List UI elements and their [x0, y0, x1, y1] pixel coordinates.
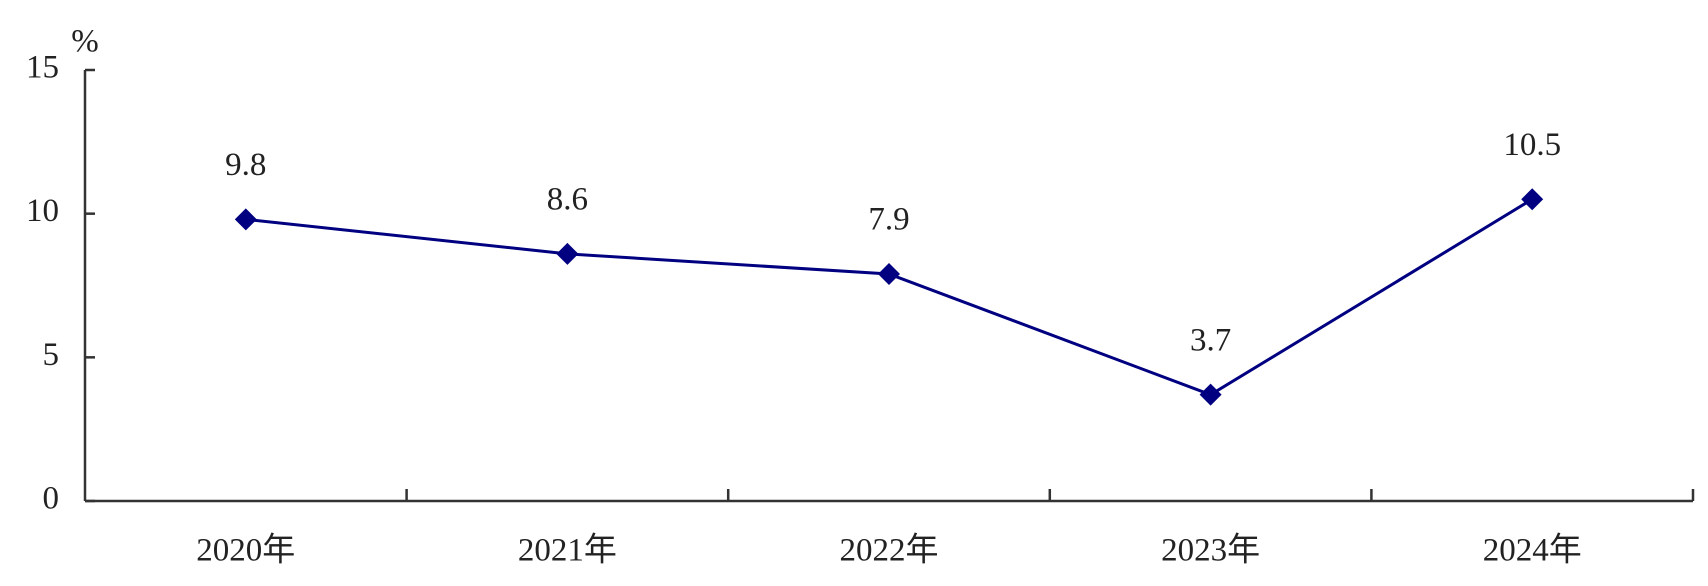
- data-label: 3.7: [1190, 322, 1231, 358]
- y-tick-label: 5: [43, 337, 60, 373]
- marker: [556, 242, 579, 265]
- data-label: 8.6: [547, 181, 588, 217]
- marker: [1199, 383, 1222, 406]
- data-label: 10.5: [1503, 127, 1561, 163]
- x-tick-label: 2024年: [1483, 532, 1582, 569]
- x-tick-label: 2021年: [518, 532, 617, 569]
- data-label: 7.9: [868, 202, 909, 238]
- y-axis-unit: %: [71, 24, 99, 60]
- marker: [1521, 188, 1544, 211]
- y-tick-label: 10: [26, 193, 59, 229]
- marker: [234, 208, 257, 231]
- x-tick-label: 2020年: [196, 532, 295, 569]
- y-tick-label: 0: [43, 481, 60, 517]
- data-label: 9.8: [225, 147, 266, 183]
- x-tick-label: 2022年: [840, 532, 939, 569]
- y-tick-label: 15: [26, 50, 59, 86]
- marker: [878, 263, 900, 286]
- x-tick-label: 2023年: [1161, 532, 1260, 569]
